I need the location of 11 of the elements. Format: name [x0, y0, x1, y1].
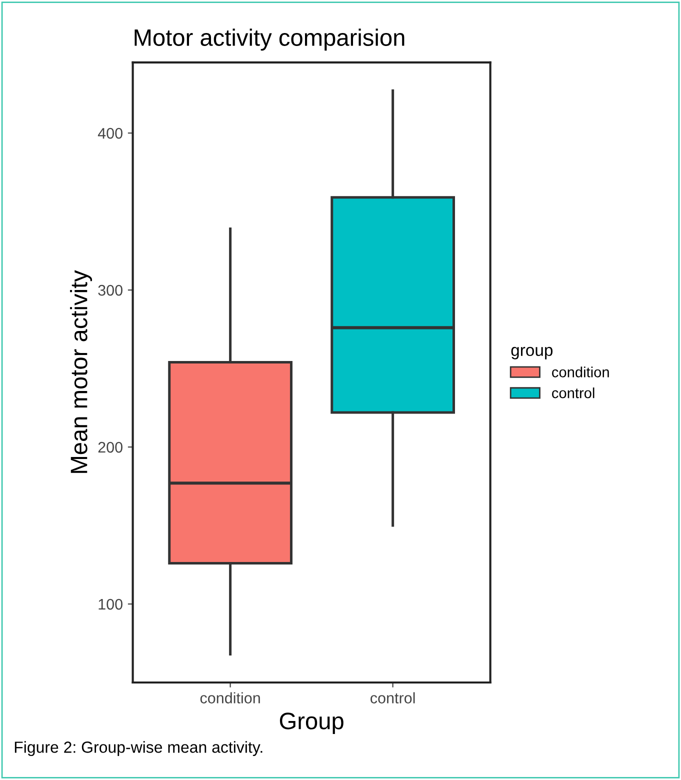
legend-title: group — [511, 346, 553, 360]
y-tick-label: 100 — [98, 598, 122, 610]
y-tick-label: 400 — [98, 128, 122, 139]
chart-title: Motor activity comparision — [134, 28, 404, 51]
y-tick-label: 200 — [98, 442, 122, 453]
legend-label: condition — [552, 366, 609, 378]
y-axis-title: Mean motor activity — [70, 270, 92, 473]
caption: Figure 2: Group-wise mean activity. — [14, 741, 262, 756]
y-tick-label: 300 — [98, 284, 122, 296]
x-axis-title: Group — [280, 712, 344, 734]
legend-label: control — [552, 388, 594, 398]
